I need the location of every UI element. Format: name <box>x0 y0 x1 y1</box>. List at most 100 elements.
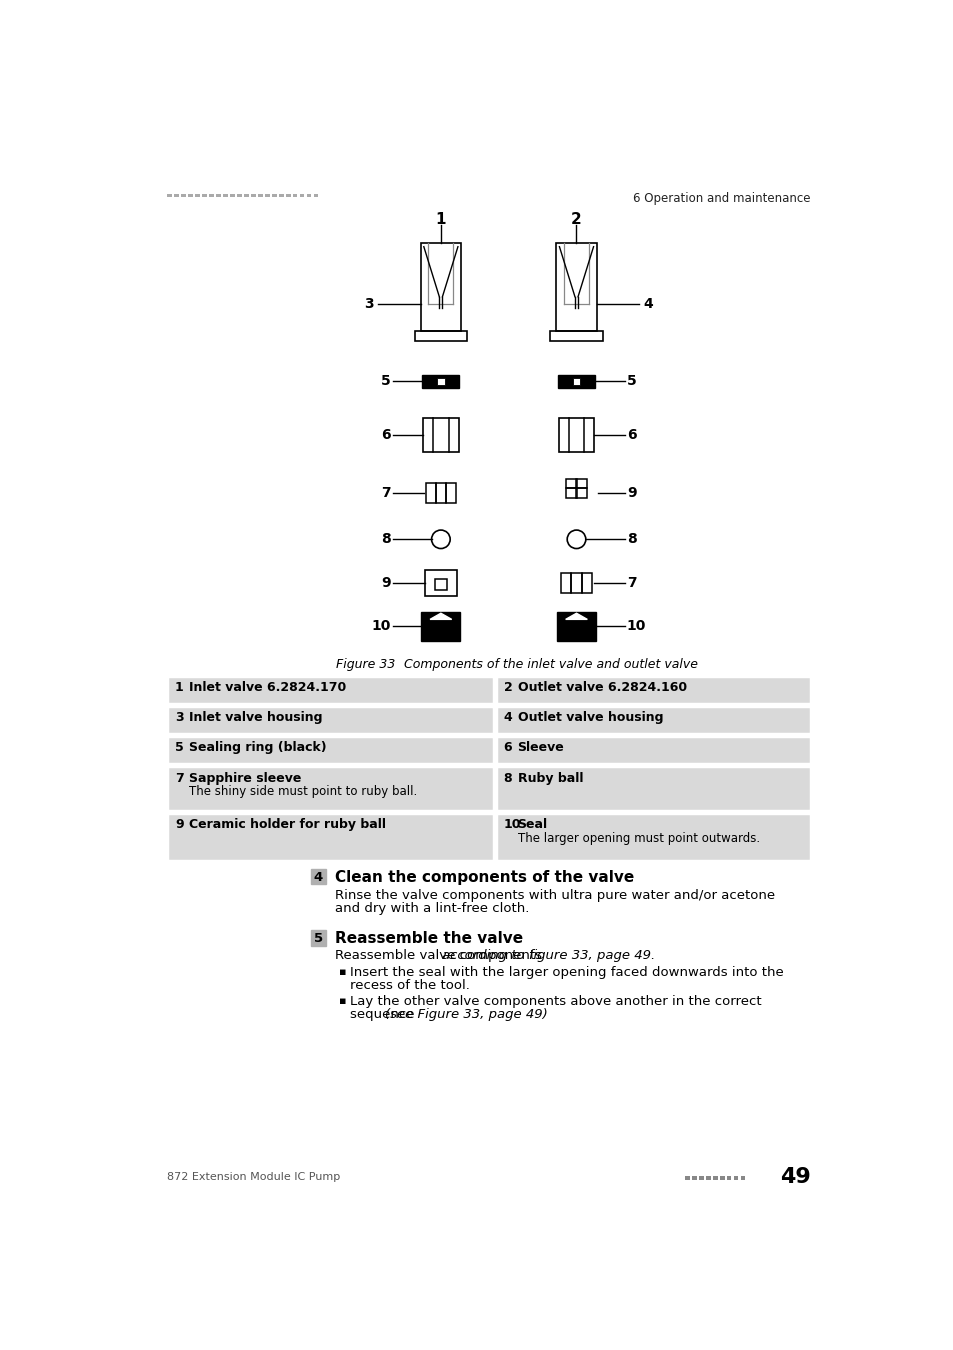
Bar <box>726 1176 731 1180</box>
Text: 2: 2 <box>503 682 512 694</box>
Text: The shiny side must point to ruby ball.: The shiny side must point to ruby ball. <box>189 786 416 798</box>
Text: 10: 10 <box>371 620 390 633</box>
Text: Ceramic holder for ruby ball: Ceramic holder for ruby ball <box>189 818 386 832</box>
Bar <box>251 193 255 197</box>
Bar <box>272 193 276 197</box>
Bar <box>293 193 297 197</box>
Text: 8: 8 <box>503 771 512 784</box>
Bar <box>572 378 579 385</box>
Bar <box>167 767 493 811</box>
Bar <box>299 193 304 197</box>
Bar <box>496 706 810 734</box>
Bar <box>496 676 810 705</box>
Bar <box>720 1176 723 1180</box>
Text: Reassemble valve components: Reassemble valve components <box>335 949 545 961</box>
Bar <box>195 193 199 197</box>
Bar <box>436 378 444 385</box>
Text: 7: 7 <box>626 576 636 590</box>
Bar <box>223 193 228 197</box>
Text: 9: 9 <box>626 486 636 500</box>
Bar <box>244 193 249 197</box>
Bar <box>181 193 186 197</box>
Bar <box>576 489 587 498</box>
Bar <box>496 736 810 764</box>
Text: Rinse the valve components with ultra pure water and/or acetone: Rinse the valve components with ultra pu… <box>335 888 774 902</box>
Bar <box>557 612 596 641</box>
Bar <box>733 1176 738 1180</box>
Polygon shape <box>430 613 452 620</box>
Text: Inlet valve housing: Inlet valve housing <box>189 711 322 725</box>
Text: 6 Operation and maintenance: 6 Operation and maintenance <box>633 192 810 205</box>
Text: (see Figure 33, page 49): (see Figure 33, page 49) <box>384 1008 547 1021</box>
Bar <box>691 1176 696 1180</box>
Bar <box>556 243 596 331</box>
Text: ▪: ▪ <box>338 967 346 977</box>
Bar <box>420 243 460 331</box>
Text: and dry with a lint-free cloth.: and dry with a lint-free cloth. <box>335 902 529 915</box>
Bar <box>558 418 594 452</box>
Text: 1: 1 <box>174 682 184 694</box>
Text: Seal: Seal <box>517 818 547 832</box>
Bar <box>565 489 576 498</box>
Text: 4: 4 <box>503 711 512 725</box>
Text: 9: 9 <box>174 818 184 832</box>
Bar <box>236 193 241 197</box>
Text: 6: 6 <box>626 428 636 443</box>
Bar <box>167 676 493 705</box>
Text: 4: 4 <box>642 297 652 312</box>
Bar <box>167 814 493 861</box>
Bar <box>550 331 602 342</box>
Bar <box>712 1176 717 1180</box>
Text: Inlet valve 6.2824.170: Inlet valve 6.2824.170 <box>189 682 346 694</box>
Bar <box>415 331 467 342</box>
Bar <box>230 193 234 197</box>
Text: 4: 4 <box>314 871 323 884</box>
Bar <box>571 574 581 593</box>
Bar <box>286 193 291 197</box>
Bar <box>188 193 193 197</box>
Bar <box>496 814 810 861</box>
Text: 5: 5 <box>314 933 323 945</box>
Bar <box>435 579 447 590</box>
Bar <box>705 1176 710 1180</box>
Text: 1: 1 <box>436 212 446 227</box>
Bar <box>421 612 459 641</box>
Polygon shape <box>565 613 587 620</box>
Bar <box>436 483 445 504</box>
Text: Sapphire sleeve: Sapphire sleeve <box>189 771 301 784</box>
Bar <box>565 479 576 489</box>
Bar <box>558 375 595 387</box>
Bar <box>307 193 311 197</box>
Text: 9: 9 <box>380 576 390 590</box>
Bar <box>167 736 493 764</box>
Bar <box>314 193 318 197</box>
Text: Clean the components of the valve: Clean the components of the valve <box>335 869 634 884</box>
Bar <box>560 574 571 593</box>
Text: 3: 3 <box>174 711 184 725</box>
Text: The larger opening must point outwards.: The larger opening must point outwards. <box>517 833 759 845</box>
Text: Lay the other valve components above another in the correct: Lay the other valve components above ano… <box>350 995 761 1008</box>
Text: Sleeve: Sleeve <box>517 741 564 755</box>
Text: Figure 33: Figure 33 <box>335 657 395 671</box>
Text: ▪: ▪ <box>338 996 346 1006</box>
Text: .: . <box>474 1008 477 1021</box>
Text: Ruby ball: Ruby ball <box>517 771 582 784</box>
Text: Components of the inlet valve and outlet valve: Components of the inlet valve and outlet… <box>392 657 698 671</box>
Bar <box>167 193 172 197</box>
Bar <box>425 483 436 504</box>
Text: 3: 3 <box>364 297 374 312</box>
Bar <box>167 706 493 734</box>
Text: according to figure 33, page 49.: according to figure 33, page 49. <box>441 949 655 961</box>
Bar <box>265 193 270 197</box>
Bar <box>278 193 283 197</box>
Text: 7: 7 <box>380 486 390 500</box>
Text: Outlet valve 6.2824.160: Outlet valve 6.2824.160 <box>517 682 686 694</box>
Text: 8: 8 <box>626 532 636 547</box>
Text: Outlet valve housing: Outlet valve housing <box>517 711 662 725</box>
Text: 5: 5 <box>626 374 636 389</box>
Text: 49: 49 <box>779 1166 810 1187</box>
Bar <box>740 1176 744 1180</box>
Bar <box>311 930 326 946</box>
Text: 872 Extension Module IC Pump: 872 Extension Module IC Pump <box>167 1172 340 1181</box>
Bar <box>209 193 213 197</box>
